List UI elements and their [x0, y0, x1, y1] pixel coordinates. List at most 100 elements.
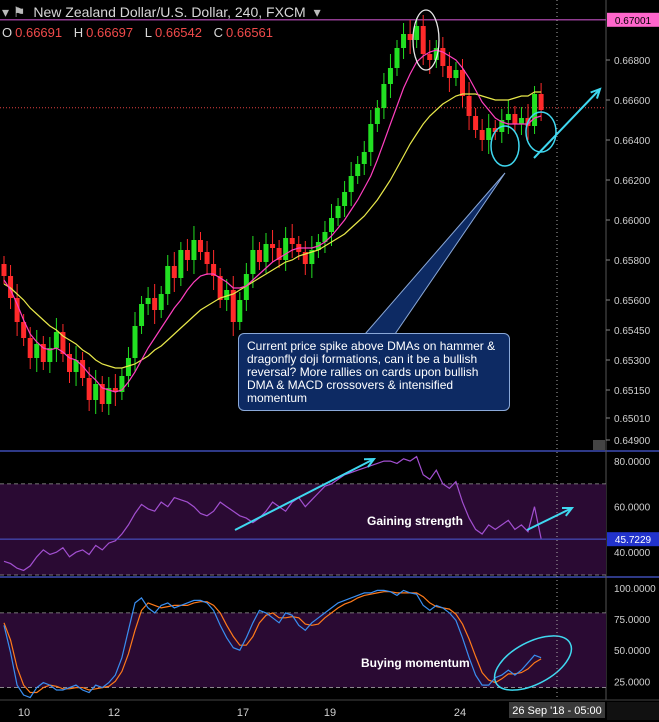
candle-body [27, 338, 33, 358]
candle-body [348, 176, 354, 192]
price-tick-label: 0.65600 [614, 296, 651, 307]
rsi-recent-arrow-head [561, 506, 575, 517]
candle-body [204, 252, 210, 264]
candle-body [368, 124, 374, 152]
candle-body [374, 108, 380, 124]
chevron-down-icon[interactable]: ▾ [313, 4, 321, 20]
time-tick-label: 10 [18, 707, 30, 719]
price-tick-label: 0.65300 [614, 356, 651, 367]
ohlc-readout: O 0.66691 H 0.66697 L 0.66542 C 0.66561 [2, 25, 281, 40]
candle-body [427, 54, 433, 60]
price-tick-label: 0.64900 [614, 436, 651, 447]
price-tick-label: 0.66400 [614, 136, 651, 147]
candle-body [355, 164, 361, 176]
candle-body [73, 360, 79, 372]
candle-body [342, 192, 348, 206]
time-axis-corner [607, 702, 659, 720]
candle-body [329, 218, 334, 232]
stoch-d-line [3, 591, 542, 694]
candle-body [250, 250, 256, 274]
candle-body [433, 48, 439, 60]
ohlc-open-value: 0.66691 [15, 25, 63, 40]
candle-body [40, 344, 46, 362]
candle-body [420, 26, 426, 54]
ohlc-low-key: L [144, 25, 152, 40]
candle-body [80, 360, 86, 378]
ohlc-close-key: C [213, 25, 224, 40]
symbol-title[interactable]: New Zealand Dollar/U.S. Dollar, 240, FXC… [33, 4, 306, 20]
candle-body [217, 276, 223, 300]
rsi-tick-label: 80.0000 [614, 457, 651, 468]
axis-plus-button[interactable] [593, 440, 605, 450]
stoch-tick-label: 100.0000 [614, 584, 656, 595]
rsi-tick-label: 60.0000 [614, 503, 651, 514]
candle-body [538, 94, 544, 110]
candle-body [152, 298, 158, 310]
candle-body [492, 128, 498, 132]
ohlc-low-value: 0.66542 [155, 25, 202, 40]
ohlc-open-key: O [2, 25, 13, 40]
candle-body [322, 232, 328, 242]
candle-body [191, 240, 197, 260]
candle-body [479, 130, 485, 140]
candle-body [47, 348, 53, 362]
time-tick-label: 24 [454, 707, 466, 719]
candle-body [1, 264, 7, 276]
candle-body [14, 298, 20, 322]
candle-body [21, 322, 27, 338]
stoch-tick-label: 25.0000 [614, 677, 651, 688]
time-tick-label: 17 [237, 707, 249, 719]
candle-body [145, 298, 151, 304]
collapse-icon[interactable]: ▾ [2, 4, 10, 20]
candle-body [139, 304, 145, 326]
candle-body [106, 388, 112, 404]
chart-header: ▾ ⚑ New Zealand Dollar/U.S. Dollar, 240,… [0, 0, 560, 44]
stoch-tick-label: 50.0000 [614, 646, 651, 657]
rsi-annotation-label: Gaining strength [367, 514, 463, 528]
candle-body [99, 384, 105, 404]
candle-body [132, 326, 138, 358]
top-highlight-ellipse [412, 9, 440, 71]
candle-body [518, 118, 524, 124]
rsi-line [3, 455, 542, 572]
price-tick-label: 0.66800 [614, 56, 651, 67]
slow-ma-line [3, 91, 542, 369]
ohlc-high-key: H [73, 25, 84, 40]
last-price-badge-label: 0.67001 [615, 16, 652, 27]
candle-body [230, 290, 236, 322]
price-tick-label: 0.65010 [614, 414, 651, 425]
candle-body [112, 388, 118, 392]
candle-body [158, 294, 164, 310]
rsi-recent-arrow [526, 507, 573, 531]
candle-body [512, 114, 518, 124]
candle-body [243, 274, 249, 300]
candle-body [263, 244, 269, 262]
hammer-highlight-ellipse [490, 125, 520, 167]
candle-body [237, 300, 243, 322]
candle-body [361, 152, 367, 164]
candle-body [256, 250, 262, 262]
rsi-value-badge-label: 45.7229 [615, 535, 652, 546]
candle-body [414, 26, 420, 40]
price-tick-label: 0.66000 [614, 216, 651, 227]
ohlc-close-value: 0.66561 [226, 25, 274, 40]
flag-icon: ⚑ [12, 4, 26, 20]
rsi-value-badge [607, 532, 659, 547]
candle-body [67, 354, 72, 372]
crosshair-time-label: 26 Sep '18 - 05:00 [512, 705, 602, 717]
candle-body [407, 34, 413, 40]
candle-body [394, 48, 400, 68]
price-tick-label: 0.66200 [614, 176, 651, 187]
candle-body [401, 34, 407, 48]
candle-body [86, 378, 92, 400]
candle-body [125, 358, 131, 376]
crosshair-time-badge [509, 702, 605, 718]
candle-body [505, 114, 511, 120]
price-callout-box: Current price spike above DMAs on hammer… [238, 333, 510, 411]
candle-body [178, 250, 184, 278]
price-tick-label: 0.65450 [614, 326, 651, 337]
candle-body [198, 240, 203, 252]
ohlc-high-value: 0.66697 [86, 25, 134, 40]
